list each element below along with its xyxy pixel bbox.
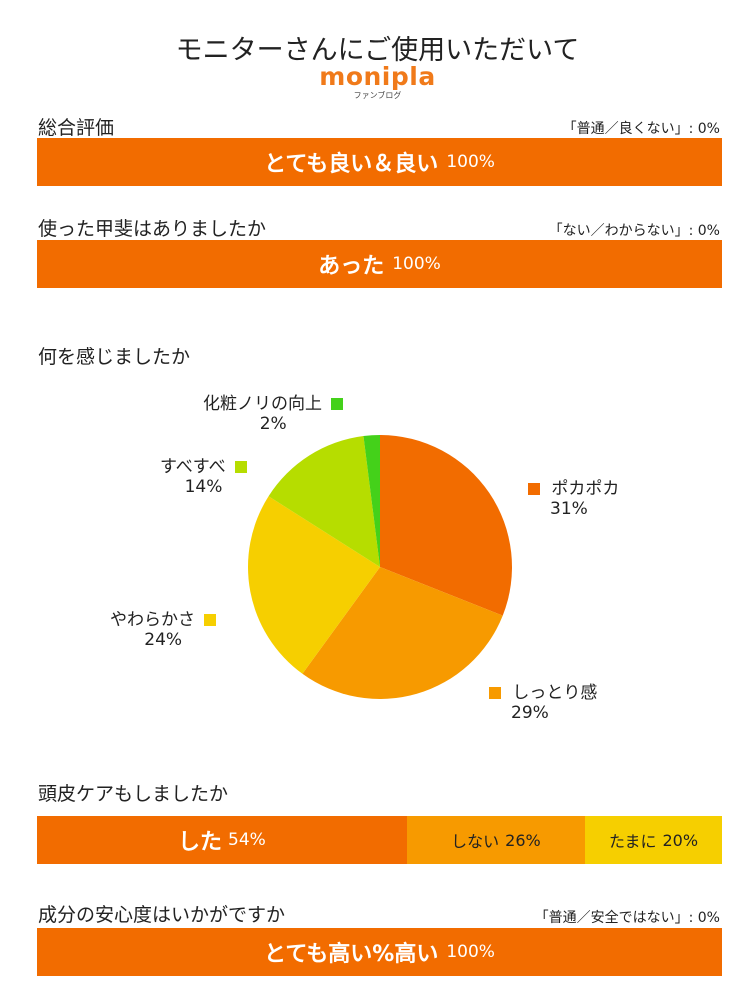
pie-label-yawaraka-pct: 24% bbox=[144, 630, 183, 650]
pie-label-pokapoka-text: ポカポカ bbox=[551, 479, 620, 499]
q2-label: 使った甲斐はありましたか bbox=[38, 218, 267, 240]
pie-label-pokapoka-pct: 31% bbox=[550, 499, 588, 519]
pie-label-kesho-text: 化粧ノリの向上 bbox=[203, 394, 322, 414]
pie-label-subesube-text: すべすべ bbox=[160, 457, 226, 477]
pie-label-pokapoka: ポカポカ 31% bbox=[528, 474, 619, 519]
logo-subtitle: ファンブログ bbox=[353, 91, 402, 100]
legend-swatch-subesube bbox=[235, 461, 248, 473]
q4-segment-shita: した 54% bbox=[37, 816, 407, 864]
pie-label-shittori-text: しっとり感 bbox=[512, 683, 598, 703]
q4-segment-tamani-pct: 20% bbox=[662, 830, 699, 850]
q1-bar: とても良い＆良い 100% bbox=[37, 138, 722, 186]
pie-slice-2 bbox=[247, 496, 380, 674]
q2-bar: あった 100% bbox=[37, 240, 722, 288]
q4-stacked-bar: した 54% しない 26% たまに 20% bbox=[37, 816, 722, 864]
q4-segment-shinai: しない 26% bbox=[406, 816, 585, 864]
pie-slice-4 bbox=[363, 435, 380, 567]
q4-segment-shita-pct: 54% bbox=[228, 830, 266, 850]
q2-note: 「ない／わからない」: 0% bbox=[548, 223, 720, 239]
pie-label-shittori: しっとり感 29% bbox=[489, 678, 597, 723]
legend-swatch-kesho bbox=[331, 398, 344, 410]
q3-label: 何を感じましたか bbox=[38, 346, 191, 368]
logo: monipla bbox=[319, 62, 436, 91]
q4-segment-shinai-pct: 26% bbox=[505, 830, 541, 850]
pie-label-shittori-pct: 29% bbox=[511, 703, 549, 723]
q4-segment-tamani: たまに 20% bbox=[584, 816, 722, 864]
pie-label-subesube: すべすべ 14% bbox=[160, 452, 248, 497]
q1-label: 総合評価 bbox=[38, 117, 115, 139]
pie-slice-0 bbox=[380, 435, 512, 616]
q5-pct: 100% bbox=[446, 942, 495, 962]
pie-label-yawaraka-text: やわらかさ bbox=[110, 610, 195, 630]
pie-label-kesho-pct: 2% bbox=[259, 414, 287, 434]
q4-segment-tamani-label: たまに bbox=[608, 832, 657, 851]
q1-note: 「普通／良くない」: 0% bbox=[562, 121, 720, 137]
page-title: モニターさんにご使用いただいて bbox=[175, 35, 580, 66]
legend-swatch-yawaraka bbox=[204, 614, 217, 626]
q1-answer: とても良い＆良い bbox=[264, 152, 439, 177]
pie-label-kesho: 化粧ノリの向上 2% bbox=[203, 389, 344, 434]
pie-slice-3 bbox=[268, 436, 380, 567]
q2-pct: 100% bbox=[392, 254, 441, 274]
pie-label-yawaraka: やわらかさ 24% bbox=[110, 605, 217, 650]
q5-bar: とても高い%高い 100% bbox=[37, 928, 722, 976]
q4-label: 頭皮ケアもしましたか bbox=[38, 783, 229, 805]
q5-label: 成分の安心度はいかがですか bbox=[38, 904, 286, 926]
pie-slice-1 bbox=[302, 567, 503, 700]
q5-answer: とても高い%高い bbox=[264, 942, 439, 967]
pie-label-subesube-pct: 14% bbox=[184, 477, 223, 497]
legend-swatch-pokapoka bbox=[528, 483, 540, 495]
q1-pct: 100% bbox=[446, 152, 495, 172]
q2-answer: あった bbox=[318, 254, 385, 279]
q4-segment-shinai-label: しない bbox=[451, 832, 500, 851]
q4-segment-shita-label: した bbox=[178, 830, 223, 855]
legend-swatch-shittori bbox=[489, 687, 501, 699]
q5-note: 「普通／安全ではない」: 0% bbox=[534, 910, 720, 926]
